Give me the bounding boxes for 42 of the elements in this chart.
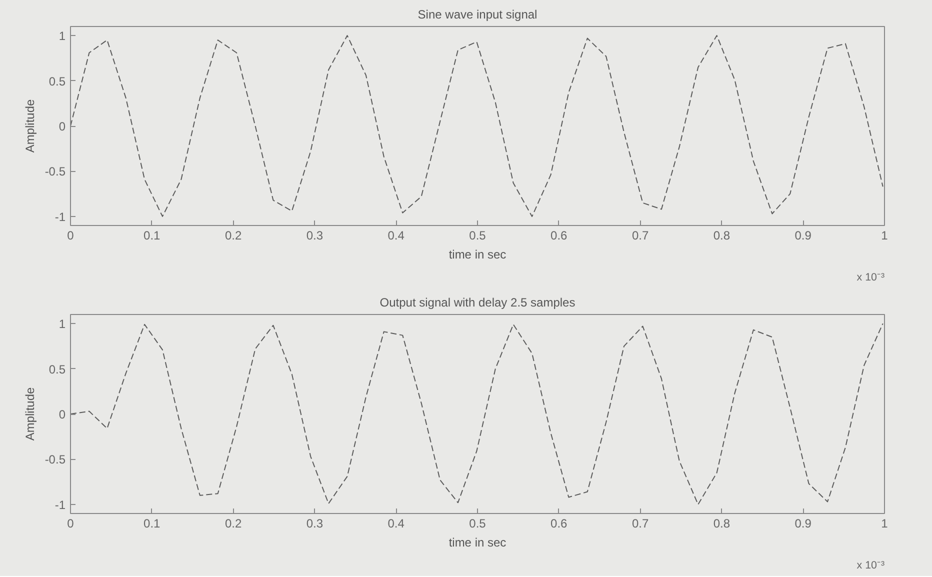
x-tick-label: 0.2 (224, 516, 242, 530)
x-tick-label: 0.3 (306, 228, 324, 242)
y-tick-label: 0 (58, 120, 66, 134)
x-axis-title: time in sec (448, 248, 506, 262)
y-tick-label: 0.5 (48, 74, 66, 88)
line-series (70, 323, 884, 505)
x-tick-label: 1 (881, 516, 888, 530)
y-tick-label: -0.5 (44, 164, 66, 179)
text: x 10⁻³ (856, 272, 885, 284)
line-series (70, 35, 884, 217)
chart-title: Sine wave input signal (418, 8, 538, 22)
y-tick-label: 1 (58, 317, 66, 332)
text: x 10⁻³ (856, 560, 885, 572)
y-tick-label: 0.5 (48, 362, 66, 376)
x-tick-label: 0.4 (388, 228, 405, 242)
chart-title: Output signal with delay 2.5 samples (380, 296, 576, 310)
y-tick-label: -1 (54, 498, 66, 512)
y-axis-title: Amplitude (22, 98, 37, 153)
x-tick-label: 0.3 (306, 516, 324, 530)
x-tick-label: 1 (881, 228, 888, 242)
x-tick-label: 0.5 (469, 228, 486, 242)
x-tick-label: 0 (67, 228, 74, 242)
x-tick-label: 0.4 (388, 516, 405, 530)
y-tick-label: 0 (58, 408, 66, 422)
x-tick-label: 0.7 (632, 516, 649, 530)
x-tick-label: 0.2 (224, 228, 242, 242)
y-tick-label: -1 (54, 210, 66, 224)
x-tick-label: 0.9 (794, 516, 812, 530)
x-tick-label: 0.8 (713, 228, 730, 242)
x-tick-label: 0 (67, 516, 74, 530)
x-axis-title: time in sec (448, 536, 506, 550)
x-tick-label: 0.9 (794, 228, 812, 242)
x-tick-label: 0.1 (144, 516, 161, 530)
x-tick-label: 0.8 (713, 516, 730, 530)
y-tick-label: 1 (58, 29, 66, 44)
y-tick-label: -0.5 (44, 452, 66, 467)
x-tick-label: 0.6 (550, 228, 568, 242)
x-tick-label: 0.1 (144, 228, 161, 242)
y-axis-title: Amplitude (22, 386, 37, 441)
x-tick-label: 0.7 (632, 228, 649, 242)
x-tick-label: 0.6 (550, 516, 568, 530)
x-tick-label: 0.5 (469, 516, 486, 530)
